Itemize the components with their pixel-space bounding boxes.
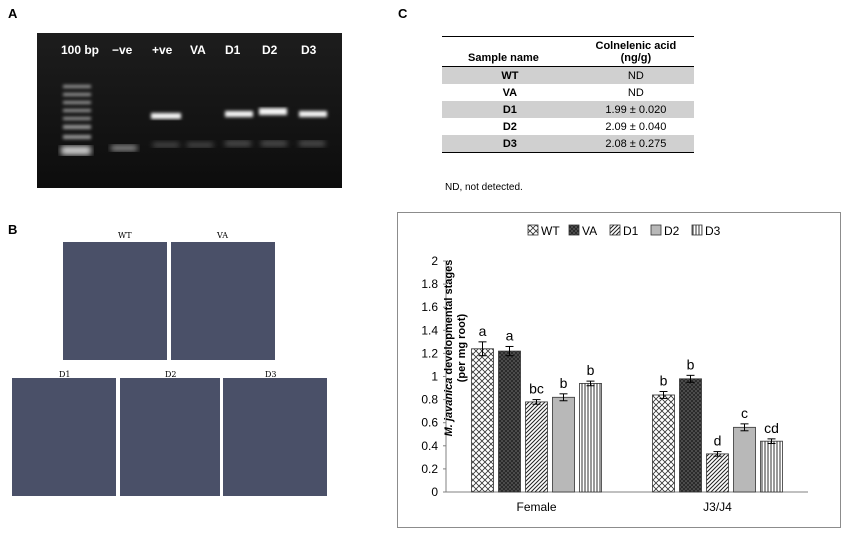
significance-letter: b: [660, 373, 668, 389]
bar-d1-female: [525, 401, 548, 493]
gel-lane-label: 100 bp: [61, 43, 100, 57]
gel-lane-label: +ve: [152, 43, 173, 57]
gel-lane-label: −ve: [112, 43, 133, 57]
table-row: D3 2.08 ± 0.275: [442, 135, 694, 153]
plate-label-d2: D2: [165, 370, 177, 379]
value-cell: ND: [627, 86, 644, 99]
chart-svg: 0 0.2 0.4 0.6 0.8 1 1.2 1.4 1.6 1.8 2 Female J3/J4 a…: [421, 224, 808, 514]
legend-label-wt: WT: [541, 224, 560, 238]
gel-lane-label: VA: [190, 43, 206, 57]
plate-label-d3: D3: [265, 370, 277, 379]
y-tick-label: 0: [431, 485, 438, 499]
table-footnote: ND, not detected.: [445, 182, 523, 193]
bar-wt-j3-j4: [652, 394, 675, 493]
plate-label-wt: WT: [118, 231, 132, 240]
plate-photo-d2: [120, 378, 220, 496]
plate-label-va: VA: [217, 231, 229, 240]
y-tick-label: 1.4: [421, 323, 438, 337]
legend-label-va: VA: [582, 224, 597, 238]
gel-electrophoresis-image: 100 bp −ve +ve VA D1 D2 D3: [37, 33, 342, 188]
plate-photo-d1: [12, 378, 116, 496]
legend-swatch-d3: [691, 224, 703, 236]
significance-letter: d: [714, 433, 722, 449]
significance-letter: bc: [529, 381, 544, 397]
nematode-development-chart: 0 0.2 0.4 0.6 0.8 1 1.2 1.4 1.6 1.8 2 Female J3/J4 a…: [397, 212, 841, 528]
value-cell: ND: [577, 66, 694, 84]
bar-d1-j3-j4: [706, 453, 729, 493]
legend-swatch-wt: [527, 224, 539, 236]
bar-d3-female: [579, 383, 602, 493]
plate-photo-d3: [223, 378, 327, 496]
x-category-label: J3/J4: [703, 500, 732, 514]
bar-d3-j3-j4: [760, 440, 783, 493]
legend-label-d3: D3: [705, 224, 721, 238]
panel-a-label: A: [8, 6, 18, 21]
table-header-line2: (ng/g): [620, 52, 652, 64]
significance-letter: a: [479, 323, 487, 339]
value-cell: 1.99 ± 0.020: [577, 101, 694, 118]
table-row: D2 2.09 ± 0.040: [442, 118, 694, 135]
bar-wt-female: [471, 348, 494, 493]
bar-d2-female: [552, 396, 575, 493]
y-tick-label: 0.6: [421, 416, 438, 430]
sample-name-cell: VA: [502, 86, 518, 99]
y-axis-label-species: M. javanica: [443, 377, 455, 437]
legend-swatch-d2: [650, 224, 662, 236]
table-header-line1: Colnelenic acid: [595, 40, 677, 52]
gel-bands: [37, 33, 342, 188]
y-tick-label: 1.6: [421, 300, 438, 314]
sample-name-cell: WT: [442, 66, 578, 84]
significance-letter: b: [560, 375, 568, 391]
bar-va-female: [498, 350, 521, 493]
table-row: D1 1.99 ± 0.020: [442, 101, 694, 118]
sample-name-cell: D1: [442, 101, 578, 118]
significance-letter: cd: [764, 420, 779, 436]
y-tick-label: 1.2: [421, 346, 438, 360]
value-cell: 2.09 ± 0.040: [605, 120, 667, 133]
panel-b-label: B: [8, 222, 18, 237]
legend-swatch-va: [568, 224, 580, 236]
bar-va-j3-j4: [679, 378, 702, 493]
legend-label-d2: D2: [664, 224, 680, 238]
plate-photo-va: [171, 242, 275, 360]
gel-lane-label: D2: [262, 43, 278, 57]
value-cell: 2.08 ± 0.275: [577, 135, 694, 153]
plate-photo-wt: [63, 242, 167, 360]
sample-name-cell: D2: [502, 120, 517, 133]
y-tick-label: 0.8: [421, 393, 438, 407]
y-tick-label: 1.8: [421, 277, 438, 291]
panel-c-label: C: [398, 6, 408, 21]
y-tick-label: 2: [431, 254, 438, 268]
x-category-label: Female: [516, 500, 556, 514]
y-tick-label: 1: [431, 370, 438, 384]
table-header-sample: Sample name: [468, 52, 539, 64]
plate-label-d1: D1: [59, 370, 71, 379]
significance-letter: b: [587, 362, 595, 378]
significance-letter: b: [687, 356, 695, 372]
sample-name-cell: D3: [442, 135, 578, 153]
y-axis-label-main: developmental stages: [443, 259, 455, 378]
y-axis-label: M. javanica developmental stages (per mg…: [443, 218, 469, 478]
colnelenic-acid-table: Sample name Colnelenic acid (ng/g) WT ND…: [442, 36, 694, 153]
table-header-colnelenic: Colnelenic acid (ng/g): [578, 37, 694, 67]
gel-lane-label: D1: [225, 43, 241, 57]
table-row: VA ND: [442, 84, 694, 101]
significance-letter: a: [506, 327, 514, 343]
bar-d2-j3-j4: [733, 426, 756, 493]
significance-letter: c: [741, 405, 748, 421]
table-row: WT ND: [442, 66, 694, 84]
y-tick-label: 0.4: [421, 439, 438, 453]
y-tick-label: 0.2: [421, 462, 438, 476]
legend-label-d1: D1: [623, 224, 639, 238]
gel-lane-label: D3: [301, 43, 317, 57]
legend-swatch-d1: [609, 224, 621, 236]
y-axis-label-units: (per mg root): [456, 313, 468, 383]
